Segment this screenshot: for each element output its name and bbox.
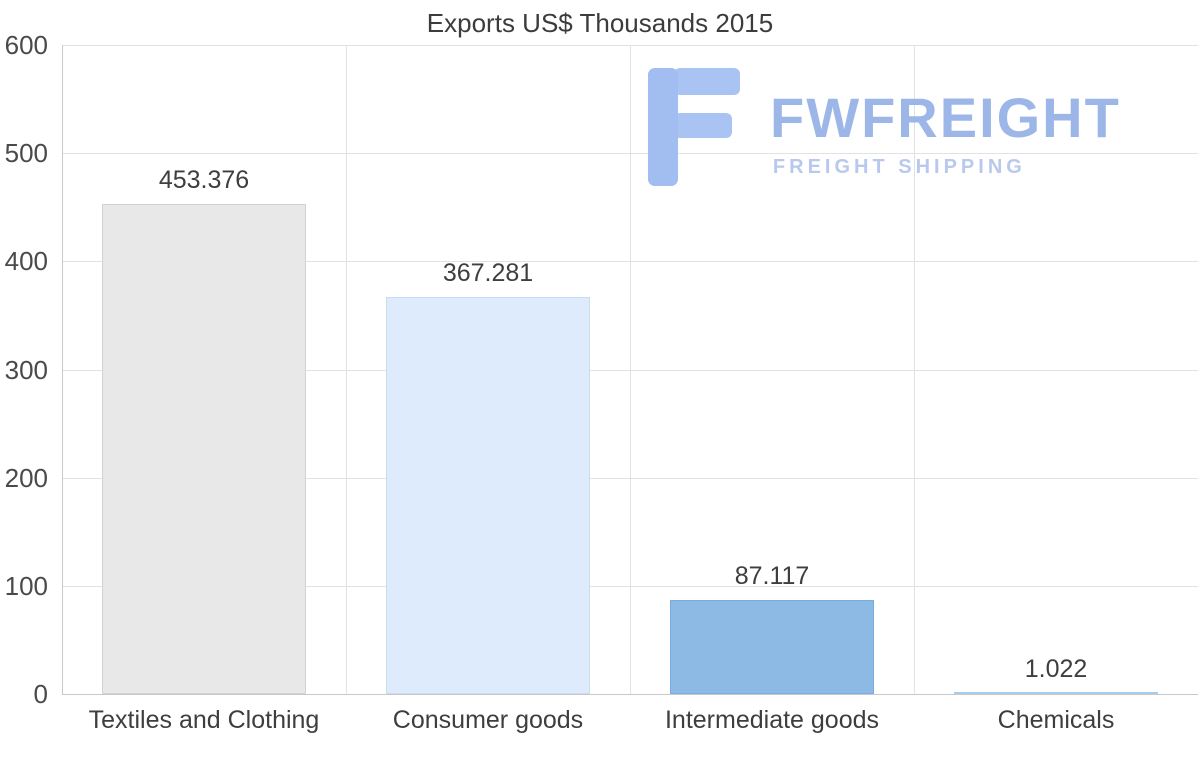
x-axis-line bbox=[62, 694, 1198, 695]
bar-intermediate-goods bbox=[670, 599, 874, 694]
y-axis-tick-label: 600 bbox=[4, 30, 48, 60]
bar-consumer-goods bbox=[386, 296, 590, 694]
chart-title: Exports US$ Thousands 2015 bbox=[426, 8, 774, 38]
bar-chemicals bbox=[954, 692, 1158, 694]
y-axis-tick-label: 400 bbox=[4, 246, 48, 277]
vertical-gridline bbox=[914, 45, 915, 694]
category-label: Chemicals bbox=[997, 706, 1115, 734]
bar-value-label: 367.281 bbox=[442, 258, 534, 287]
watermark-tagline-text: FREIGHT SHIPPING bbox=[772, 156, 1026, 178]
vertical-gridline bbox=[630, 45, 631, 694]
bar-value-label: 453.376 bbox=[158, 165, 250, 194]
bar-value-label: 1.022 bbox=[1024, 654, 1088, 683]
y-axis-tick-label: 0 bbox=[33, 679, 48, 709]
y-axis-tick-label: 300 bbox=[4, 354, 48, 385]
category-label: Consumer goods bbox=[392, 706, 584, 734]
watermark-text-block: FWFREIGHT FREIGHT SHIPPING bbox=[770, 68, 1121, 179]
category-label: Textiles and Clothing bbox=[88, 706, 320, 734]
vertical-gridline bbox=[346, 45, 347, 694]
y-axis-tick-label: 100 bbox=[4, 570, 48, 601]
bar-value-label: 87.117 bbox=[734, 561, 810, 590]
category-label: Intermediate goods bbox=[664, 706, 880, 734]
fwfreight-logo-icon bbox=[648, 68, 740, 186]
watermark-brand-text: FWFREIGHT bbox=[770, 86, 1121, 149]
y-axis-line bbox=[62, 45, 63, 695]
y-axis-tick-label: 500 bbox=[4, 138, 48, 169]
y-axis-tick-label: 200 bbox=[4, 462, 48, 493]
watermark-logo: FWFREIGHT FREIGHT SHIPPING bbox=[648, 68, 1121, 186]
bar-textiles-and-clothing bbox=[102, 203, 306, 694]
